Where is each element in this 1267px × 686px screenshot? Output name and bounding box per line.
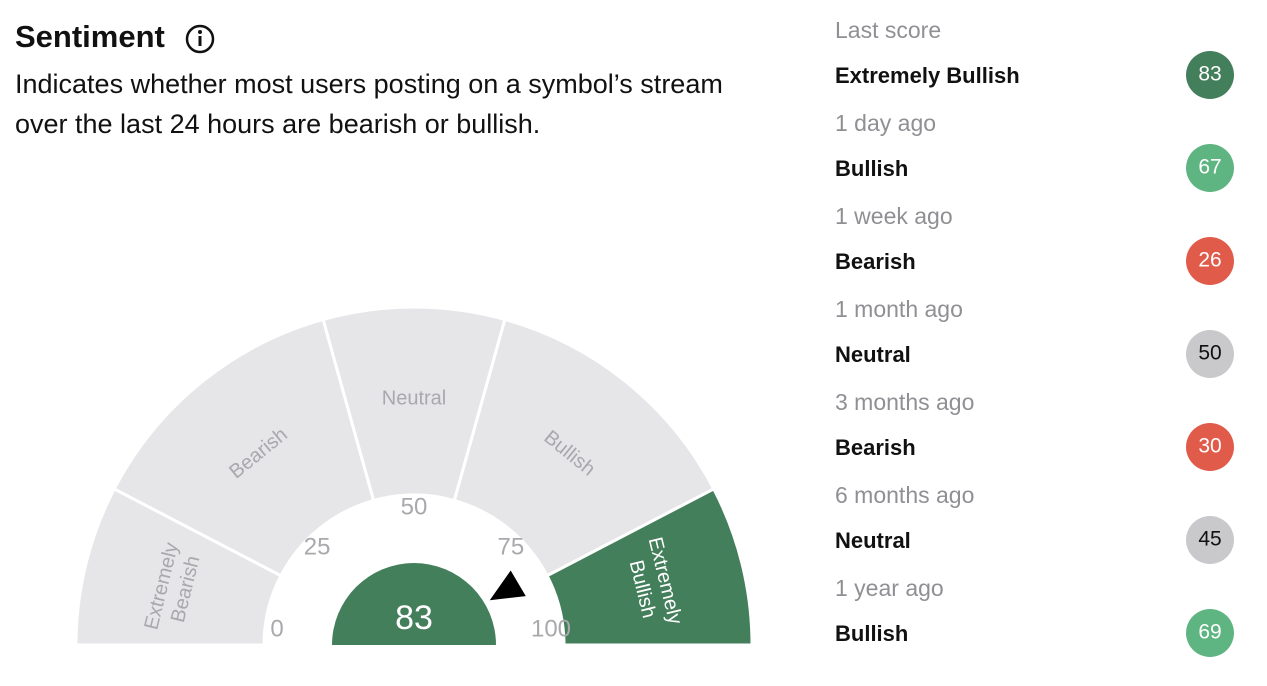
history-score: 69 (1198, 621, 1221, 644)
gauge-segment (545, 486, 754, 647)
info-icon[interactable] (185, 24, 215, 54)
score-badge (1186, 330, 1234, 378)
score-badge (1186, 609, 1234, 657)
history-score: 83 (1198, 63, 1221, 86)
score-badge (1186, 423, 1234, 471)
tick-label: 50 (401, 493, 428, 520)
history-label: Neutral (835, 342, 911, 367)
history-score: 26 (1198, 249, 1221, 272)
history-period: 1 week ago (835, 203, 953, 229)
history-score: 67 (1198, 156, 1221, 179)
tick-label: 0 (270, 615, 283, 642)
gauge-segment (452, 317, 716, 578)
history-score: 45 (1198, 528, 1221, 551)
title: Sentiment (15, 19, 165, 54)
history-label: Bullish (835, 156, 908, 181)
score-badge (1186, 51, 1234, 99)
segment-label: Neutral (382, 387, 446, 409)
tick-label: 100 (531, 615, 571, 642)
history-label: Extremely Bullish (835, 63, 1020, 88)
score-badge (1186, 144, 1234, 192)
history-period: 6 months ago (835, 482, 974, 508)
score-needle (489, 570, 526, 601)
history-period: Last score (835, 17, 941, 43)
history-period: 1 month ago (835, 296, 963, 322)
history-label: Bearish (835, 249, 916, 274)
score-badge (1186, 516, 1234, 564)
score-badge (1186, 237, 1234, 285)
history-label: Bearish (835, 435, 916, 460)
history-period: 1 year ago (835, 575, 944, 601)
history-score: 30 (1198, 435, 1221, 458)
gauge-segment (112, 317, 376, 578)
score-value: 83 (395, 599, 433, 637)
tick-label: 75 (498, 533, 525, 560)
history-period: 3 months ago (835, 389, 974, 415)
history-score: 50 (1198, 342, 1221, 365)
history-label: Bullish (835, 621, 908, 646)
tick-label: 25 (304, 533, 331, 560)
history-label: Neutral (835, 528, 911, 553)
score-dial (332, 563, 496, 645)
description: Indicates whether most users posting on … (15, 69, 730, 139)
history-period: 1 day ago (835, 110, 936, 136)
